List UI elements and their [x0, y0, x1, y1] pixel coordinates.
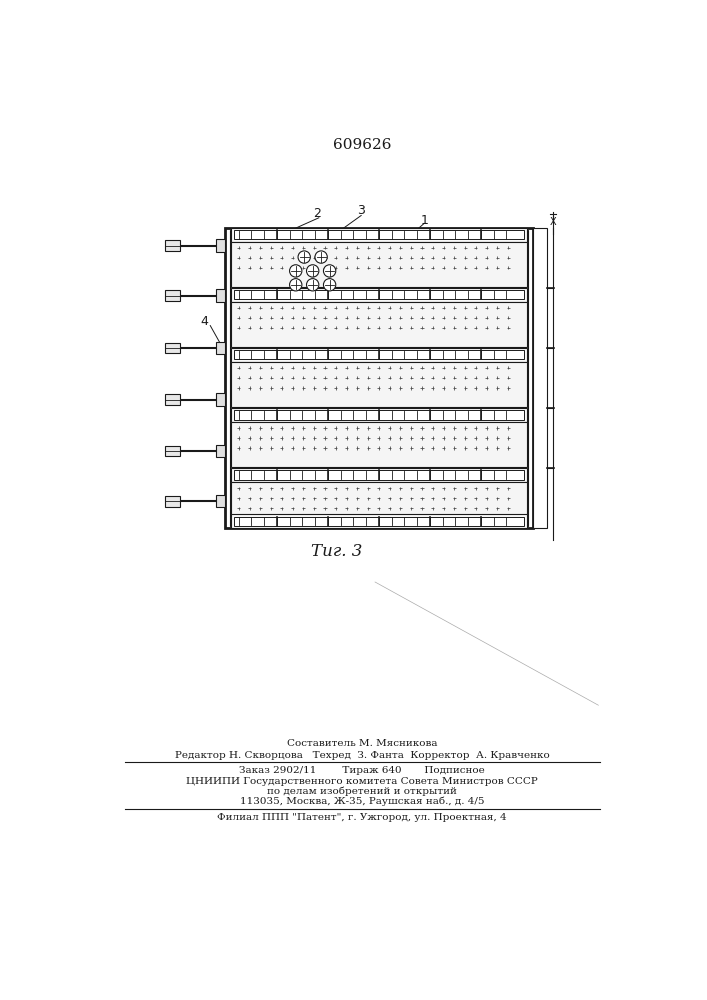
- Bar: [216, 289, 225, 302]
- Bar: [165, 240, 180, 251]
- Bar: [231, 468, 527, 482]
- Bar: [231, 482, 527, 527]
- Bar: [234, 517, 524, 526]
- Circle shape: [307, 265, 319, 277]
- Circle shape: [298, 251, 310, 263]
- Bar: [234, 350, 524, 359]
- Text: 3: 3: [357, 204, 365, 217]
- Bar: [231, 288, 527, 302]
- Bar: [216, 495, 225, 507]
- Bar: [165, 290, 180, 301]
- Circle shape: [290, 279, 302, 291]
- Bar: [234, 290, 524, 299]
- Bar: [216, 239, 225, 252]
- Bar: [216, 393, 225, 406]
- Circle shape: [324, 279, 336, 291]
- Bar: [231, 362, 527, 407]
- Text: 2: 2: [313, 207, 321, 220]
- Text: Филиал ППП "Патент", г. Ужгород, ул. Проектная, 4: Филиал ППП "Патент", г. Ужгород, ул. Про…: [217, 813, 507, 822]
- Text: Τиг. 3: Τиг. 3: [311, 543, 362, 560]
- Bar: [234, 230, 524, 239]
- Circle shape: [307, 279, 319, 291]
- Bar: [234, 410, 524, 420]
- Text: 1: 1: [421, 214, 429, 227]
- Bar: [231, 242, 527, 287]
- Text: Заказ 2902/11        Тираж 640       Подписное: Заказ 2902/11 Тираж 640 Подписное: [239, 766, 485, 775]
- Bar: [165, 496, 180, 507]
- Text: ЦНИИПИ Государственного комитета Совета Министров СССР: ЦНИИПИ Государственного комитета Совета …: [186, 777, 538, 786]
- Text: 113035, Москва, Ж-35, Раушская наб., д. 4/5: 113035, Москва, Ж-35, Раушская наб., д. …: [240, 797, 484, 806]
- Bar: [230, 230, 528, 526]
- Text: по делам изобретений и открытий: по делам изобретений и открытий: [267, 787, 457, 796]
- Bar: [231, 422, 527, 467]
- Bar: [234, 470, 524, 480]
- Bar: [225, 228, 533, 528]
- Bar: [165, 343, 180, 353]
- Bar: [165, 394, 180, 405]
- Circle shape: [290, 265, 302, 277]
- Bar: [533, 228, 547, 528]
- Text: Редактор Н. Скворцова   Техред  З. Фанта  Корректор  А. Кравченко: Редактор Н. Скворцова Техред З. Фанта Ко…: [175, 751, 549, 760]
- Bar: [231, 302, 527, 347]
- Bar: [216, 445, 225, 457]
- Text: X: X: [549, 217, 556, 227]
- Bar: [165, 446, 180, 456]
- Bar: [231, 348, 527, 362]
- Bar: [216, 342, 225, 354]
- Text: Составитель М. Мясникова: Составитель М. Мясникова: [287, 739, 437, 748]
- Bar: [231, 408, 527, 422]
- Text: 4: 4: [200, 315, 208, 328]
- Bar: [231, 228, 527, 242]
- Circle shape: [315, 251, 327, 263]
- Bar: [231, 514, 527, 528]
- Circle shape: [324, 265, 336, 277]
- Text: 609626: 609626: [333, 138, 391, 152]
